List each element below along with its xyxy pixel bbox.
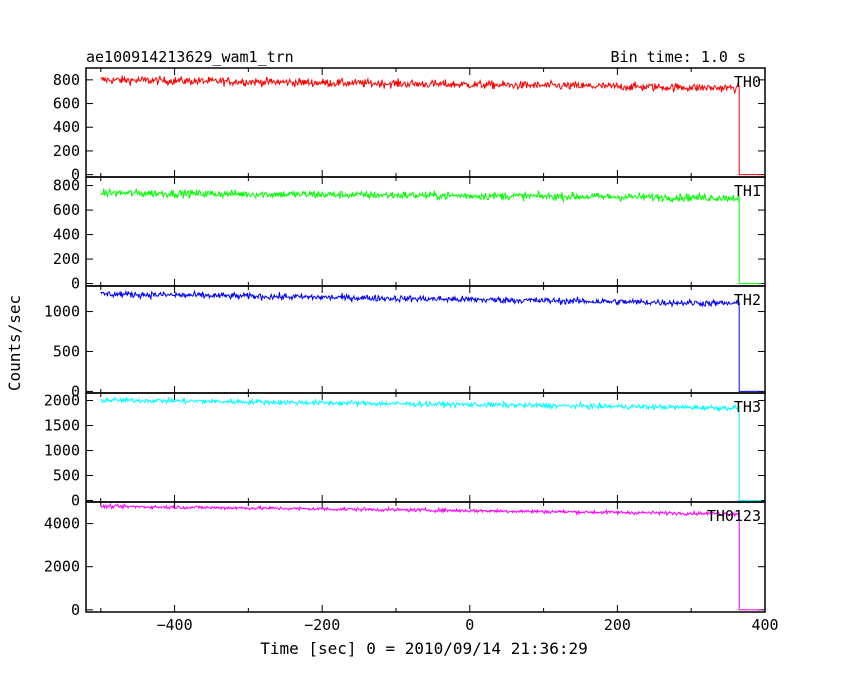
y-axis-label: Counts/sec [5, 295, 24, 391]
panel-th0: 0 200 400 600 800 TH0 [53, 67, 766, 184]
x-tick-label: 200 [604, 616, 631, 634]
panel-label-th1: TH1 [734, 182, 761, 200]
y-tick-label: 400 [53, 118, 80, 136]
y-tick-label: 0 [71, 275, 80, 293]
y-tick-label: 1000 [44, 303, 80, 321]
x-tick-label: 0 [465, 616, 474, 634]
panel-frame-th0123 [85, 501, 766, 613]
y-tick-label: 400 [53, 226, 80, 244]
series-line-th0123 [100, 502, 762, 611]
panel-th3: 0 500 1000 1500 2000 TH3 [44, 392, 766, 510]
y-tick-label: 200 [53, 142, 80, 160]
series-line-th0 [100, 75, 762, 176]
y-tick-label: 600 [53, 95, 80, 113]
y-tick-label: 0 [71, 166, 80, 184]
panel-label-th3: TH3 [734, 398, 761, 416]
series-line-th1 [100, 187, 762, 285]
chart-title: ae100914213629_wam1_trn [86, 48, 294, 66]
panel-th0123: 0 2000 4000 TH0123 [44, 501, 766, 619]
x-tick-label: −400 [157, 616, 193, 634]
bin-time-label: Bin time: 1.0 s [611, 48, 746, 66]
y-tick-label: 200 [53, 250, 80, 268]
x-tick-label: −200 [304, 616, 340, 634]
y-tick-label: 2000 [44, 558, 80, 576]
y-tick-label: 1000 [44, 442, 80, 460]
x-axis: −400 −200 0 200 400 [157, 616, 779, 634]
y-tick-label: 0 [71, 492, 80, 510]
y-tick-label: 0 [71, 382, 80, 400]
y-tick-label: 800 [53, 177, 80, 195]
y-tick-label: 2000 [44, 392, 80, 410]
x-axis-label: Time [sec] 0 = 2010/09/14 21:36:29 [260, 639, 588, 658]
panel-label-th0123: TH0123 [707, 507, 761, 525]
panel-label-th2: TH2 [734, 291, 761, 309]
y-tick-label: 500 [53, 467, 80, 485]
series-line-th2 [100, 289, 762, 392]
series-line-th3 [100, 395, 762, 501]
y-tick-label: 800 [53, 71, 80, 89]
panels: 0 200 400 600 800 TH0 0 200 400 600 800 TH1 0 500 1000… [44, 67, 766, 619]
y-tick-label: 4000 [44, 515, 80, 533]
y-tick-label: 1500 [44, 417, 80, 435]
panel-frame-th3 [85, 392, 766, 503]
y-tick-label: 500 [53, 342, 80, 360]
panel-th2: 0 500 1000 TH2 [44, 285, 766, 400]
y-tick-label: 0 [71, 601, 80, 619]
y-tick-label: 600 [53, 201, 80, 219]
panel-th1: 0 200 400 600 800 TH1 [53, 176, 766, 293]
x-tick-label: 400 [751, 616, 778, 634]
panel-label-th0: TH0 [734, 73, 761, 91]
